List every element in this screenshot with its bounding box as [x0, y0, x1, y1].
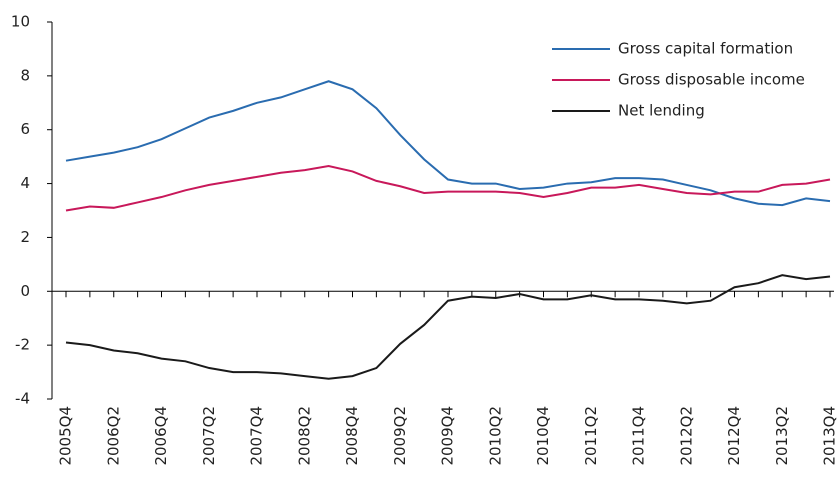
- x-tick-label: 2012Q4: [725, 406, 743, 466]
- x-tick-label: 2006Q4: [152, 406, 170, 466]
- x-tick-label: 2012Q2: [677, 406, 695, 466]
- x-tick-label: 2009Q4: [439, 406, 457, 466]
- x-tick-label: 2005Q4: [57, 406, 75, 466]
- y-tick-label: -4: [15, 390, 30, 408]
- y-tick-label: 10: [11, 13, 30, 31]
- legend-label: Gross disposable income: [618, 71, 805, 89]
- x-tick-label: 2011Q2: [582, 406, 600, 466]
- legend-label: Gross capital formation: [618, 40, 793, 58]
- x-tick-label: 2007Q4: [248, 406, 266, 466]
- series-line: [65, 274, 831, 380]
- x-tick-label: 2007Q2: [200, 406, 218, 466]
- x-tick-label: 2008Q2: [295, 406, 313, 466]
- y-tick-label: 2: [20, 228, 30, 246]
- y-tick-label: 8: [20, 66, 30, 84]
- legend-label: Net lending: [618, 102, 705, 120]
- x-tick-label: 2006Q2: [104, 406, 122, 466]
- y-tick-label: 6: [20, 120, 30, 138]
- x-tick-label: 2011Q4: [630, 406, 648, 466]
- series-line: [65, 80, 831, 207]
- x-tick-label: 2013Q4: [821, 406, 837, 466]
- y-tick-label: -2: [15, 336, 30, 354]
- series-line: [65, 165, 831, 212]
- x-tick-label: 2013Q2: [773, 406, 791, 466]
- y-tick-label: 0: [20, 282, 30, 300]
- x-tick-label: 2008Q4: [343, 406, 361, 466]
- x-tick-label: 2010Q2: [486, 406, 504, 466]
- x-tick-label: 2009Q2: [391, 406, 409, 466]
- x-tick-label: 2010Q4: [534, 406, 552, 466]
- y-tick-label: 4: [20, 174, 30, 192]
